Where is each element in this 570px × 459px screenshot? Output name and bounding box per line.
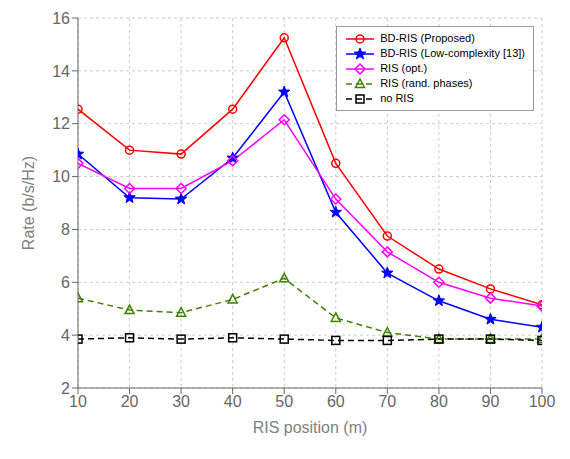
svg-text:80: 80 xyxy=(430,393,448,410)
html-text:no RIS: no RIS xyxy=(380,92,414,104)
svg-text:10: 10 xyxy=(69,393,87,410)
svg-text:14: 14 xyxy=(52,63,70,80)
svg-text:2: 2 xyxy=(61,380,70,397)
svg-text:100: 100 xyxy=(529,393,556,410)
svg-text:8: 8 xyxy=(61,221,70,238)
svg-text:16: 16 xyxy=(52,10,70,27)
html-text:BD-RIS (Low-complexity [13]): BD-RIS (Low-complexity [13]) xyxy=(380,47,525,59)
svg-text:50: 50 xyxy=(275,393,293,410)
svg-text:40: 40 xyxy=(224,393,242,410)
html-text:BD-RIS (Proposed): BD-RIS (Proposed) xyxy=(380,32,475,44)
svg-text:60: 60 xyxy=(327,393,345,410)
svg-text:RIS position (m): RIS position (m) xyxy=(253,419,368,436)
html-text:RIS (opt.): RIS (opt.) xyxy=(380,62,428,74)
svg-text:4: 4 xyxy=(61,327,70,344)
svg-text:90: 90 xyxy=(482,393,500,410)
svg-text:20: 20 xyxy=(121,393,139,410)
html-text:RIS (rand. phases): RIS (rand. phases) xyxy=(380,77,473,89)
svg-text:70: 70 xyxy=(378,393,396,410)
svg-text:12: 12 xyxy=(52,115,70,132)
svg-text:Rate (b/s/Hz): Rate (b/s/Hz) xyxy=(20,156,37,250)
svg-text:10: 10 xyxy=(52,168,70,185)
svg-text:30: 30 xyxy=(172,393,190,410)
svg-text:6: 6 xyxy=(61,274,70,291)
